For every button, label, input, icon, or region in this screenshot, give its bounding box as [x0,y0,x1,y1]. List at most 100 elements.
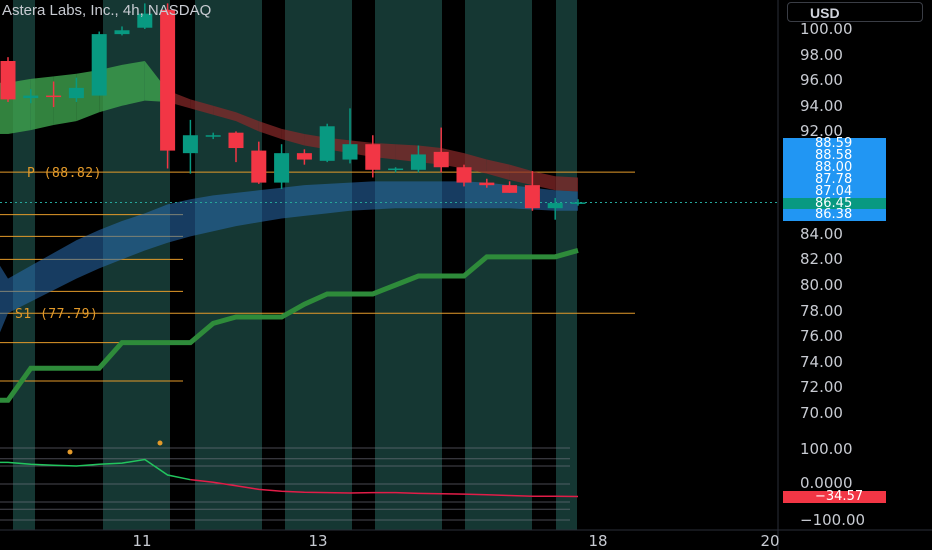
candle [46,81,62,108]
candle [547,197,563,220]
ribbon-segment [0,82,8,134]
price-tick-label: 100.00 [800,20,853,38]
price-tick-label: 98.00 [800,45,843,64]
ribbon-segment [236,112,259,132]
osc-tick-label: 100.00 [800,440,853,458]
trailing-stop-line [0,248,579,403]
pivot-label: S1 (77.79) [15,307,99,322]
candle-body [570,202,586,204]
session-highlight [13,0,35,530]
candle-body [46,95,62,98]
candle [479,178,495,188]
candle-body [547,203,563,209]
ribbon-segment [281,128,305,146]
candle [502,181,518,193]
ribbon-segment [53,73,77,125]
price-tick-label: 82.00 [800,250,843,269]
candle [342,108,358,164]
candle [365,135,381,178]
price-tick-label: 94.00 [800,96,843,115]
osc-tick-label: −100.00 [800,511,866,529]
session-highlight [195,0,262,530]
price-tick-label: 72.00 [800,378,843,397]
osc-tick-label: 0.0000 [800,474,853,492]
ribbon-segment [258,121,282,140]
price-tick-label: 74.00 [800,352,843,371]
candle [570,199,586,206]
ribbon-segment [190,99,214,115]
price-tag: 88.58 [783,149,886,162]
price-tick-label: 92.00 [800,122,843,141]
candle-body [410,154,426,170]
candle [251,141,267,184]
candle-body [274,153,290,183]
ribbon-segment [555,176,578,192]
chart-title: Astera Labs, Inc., 4h, NASDAQ [2,2,212,19]
price-tick-label: 76.00 [800,327,843,346]
candle [456,164,472,187]
candle [182,119,198,174]
price-tag: 86.45 [783,197,886,210]
currency-selector[interactable]: USD [787,2,923,22]
price-tag: 87.78 [783,173,886,186]
price-tag: 87.04 [783,185,886,198]
price-tag: 86.38 [783,208,886,221]
candle [228,131,244,163]
time-tick-label: 20 [760,532,780,550]
candle-body [91,34,107,96]
candle [433,127,449,173]
candle-body [365,144,381,170]
oscillator-line-green [0,458,191,481]
session-highlight [285,0,352,530]
candle [296,149,312,165]
candle-body [68,87,84,99]
candle [23,89,39,104]
price-tag: 88.00 [783,161,886,174]
candle-body [319,126,335,161]
candle-body [23,95,39,99]
candle-body [205,135,221,137]
session-highlight [556,0,577,530]
candle [319,123,335,163]
time-tick-label: 13 [308,532,328,550]
candle-body [182,135,198,154]
candle-body [137,13,153,28]
candle-body [388,168,404,171]
price-tick-label: 84.00 [800,224,843,243]
ribbon-segment [122,61,145,106]
price-tick-label: 70.00 [800,404,843,422]
candle-body [433,151,449,168]
candle-body [479,182,495,186]
osc-signal-dot [67,449,73,455]
candle-body [296,153,312,160]
candle-body [502,185,518,193]
session-highlight [375,0,442,530]
candle [160,3,176,169]
time-tick-label: 11 [132,532,152,550]
candle [205,132,221,140]
price-tag: 88.59 [783,137,886,150]
candle-body [114,30,130,35]
ribbon-segment [509,164,533,186]
candle-body [160,9,176,151]
ribbon-segment [213,105,236,122]
candle [410,145,426,173]
candle-body [456,167,472,183]
candle-body [524,185,540,209]
oscillator-line-red [190,478,579,498]
candle [114,26,130,36]
osc-value-tag: −34.57 [783,490,886,503]
candle [524,171,540,211]
price-tick-label: 80.00 [800,276,843,294]
candle-body [342,144,358,160]
candle-body [0,61,16,100]
candle [388,167,404,173]
candle-body [251,150,267,183]
candle [137,3,153,29]
price-tick-label: 78.00 [800,301,843,320]
candle [91,31,107,96]
candle-body [228,132,244,149]
pivot-label: P (88.82) [27,166,102,181]
ribbon-segment [486,159,510,181]
